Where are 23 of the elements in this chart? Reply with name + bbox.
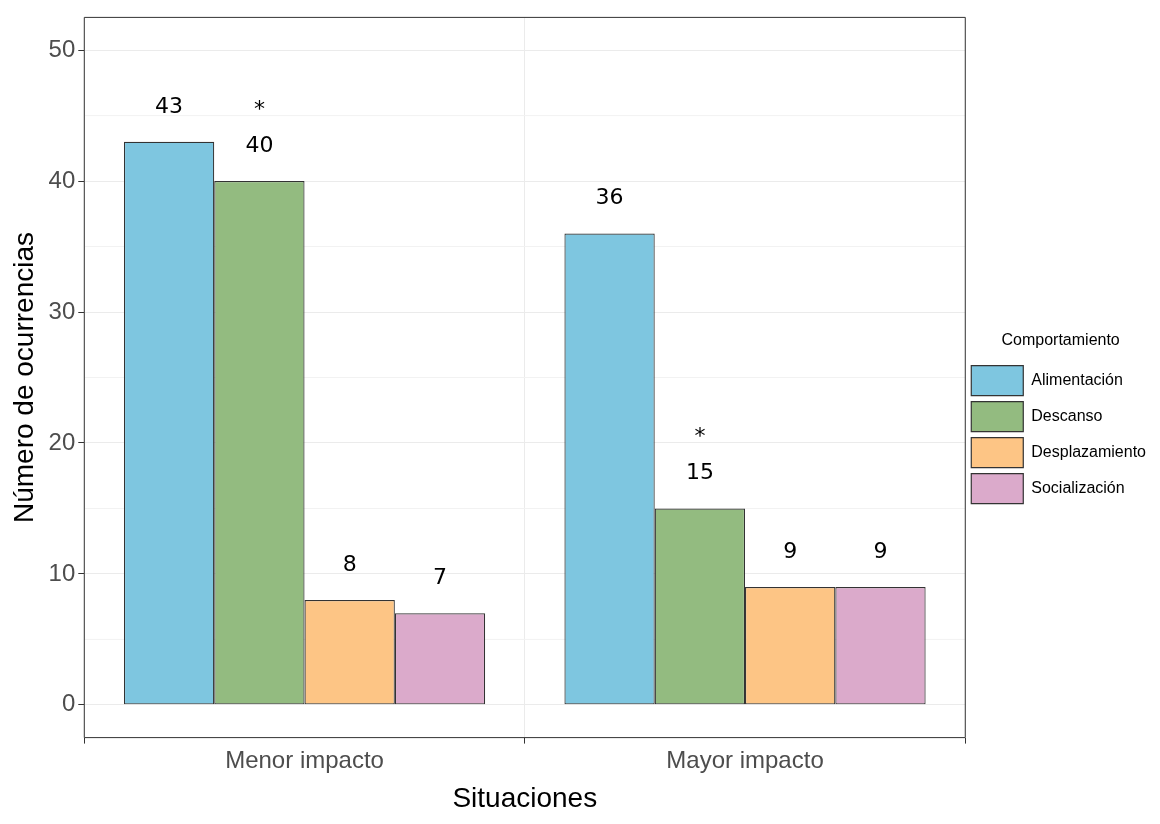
- legend-label: Descanso: [1031, 407, 1103, 425]
- data-label: * 40: [245, 95, 274, 157]
- data-label: 9: [783, 537, 798, 563]
- y-tick-label: 10: [48, 558, 76, 586]
- x-axis-title: Situaciones: [452, 781, 598, 813]
- data-label: 7: [432, 563, 447, 589]
- data-label: 9: [873, 537, 888, 563]
- y-tick-label: 20: [48, 427, 76, 455]
- y-axis-title: Número de ocurrencias: [7, 231, 39, 524]
- y-tick-label: 30: [48, 296, 76, 324]
- y-tick-label: 0: [61, 689, 76, 717]
- legend-title: Comportamiento: [1001, 330, 1120, 348]
- legend-label: Desplazamiento: [1031, 443, 1147, 461]
- data-label: 8: [342, 550, 357, 576]
- data-label: 36: [595, 184, 624, 210]
- y-tick-label: 50: [48, 34, 76, 62]
- legend-label: Socialización: [1031, 479, 1125, 497]
- legend-label: Alimentación: [1031, 371, 1123, 389]
- x-tick-label: Menor impacto: [225, 745, 384, 773]
- y-tick-label: 40: [48, 165, 76, 193]
- data-label: * 15: [685, 423, 714, 485]
- x-tick-label: Mayor impacto: [666, 745, 824, 773]
- data-label: 43: [155, 92, 184, 118]
